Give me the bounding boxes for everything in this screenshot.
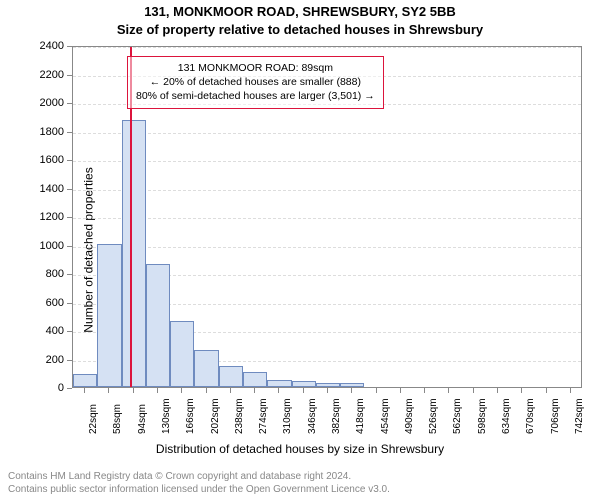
xtick-mark bbox=[84, 388, 85, 393]
xtick-label: 310sqm bbox=[282, 398, 293, 434]
annotation-line-3: 80% of semi-detached houses are larger (… bbox=[136, 89, 375, 103]
histogram-plot-area: 131 MONKMOOR ROAD: 89sqm← 20% of detache… bbox=[72, 46, 582, 388]
xtick-mark bbox=[570, 388, 571, 393]
x-axis-label: Distribution of detached houses by size … bbox=[0, 442, 600, 456]
annotation-line-2: ← 20% of detached houses are smaller (88… bbox=[136, 75, 375, 89]
xtick-label: 238sqm bbox=[234, 398, 245, 434]
xtick-mark bbox=[254, 388, 255, 393]
ytick-mark bbox=[67, 331, 72, 332]
chart-title-line2: Size of property relative to detached ho… bbox=[0, 22, 600, 37]
ytick-mark bbox=[67, 189, 72, 190]
histogram-bar bbox=[243, 372, 267, 387]
ytick-mark bbox=[67, 103, 72, 104]
xtick-label: 94sqm bbox=[137, 404, 148, 434]
ytick-label: 1200 bbox=[24, 211, 64, 223]
histogram-bar bbox=[170, 321, 194, 387]
xtick-label: 490sqm bbox=[404, 398, 415, 434]
ytick-label: 2400 bbox=[24, 40, 64, 52]
xtick-mark bbox=[376, 388, 377, 393]
chart-title-line1: 131, MONKMOOR ROAD, SHREWSBURY, SY2 5BB bbox=[0, 4, 600, 19]
histogram-bar bbox=[97, 244, 121, 387]
ytick-label: 1400 bbox=[24, 183, 64, 195]
xtick-label: 166sqm bbox=[185, 398, 196, 434]
histogram-bar bbox=[219, 366, 243, 387]
xtick-mark bbox=[230, 388, 231, 393]
ytick-label: 1600 bbox=[24, 154, 64, 166]
xtick-label: 454sqm bbox=[380, 398, 391, 434]
annotation-line-1: 131 MONKMOOR ROAD: 89sqm bbox=[136, 61, 375, 75]
xtick-mark bbox=[303, 388, 304, 393]
xtick-label: 418sqm bbox=[355, 398, 366, 434]
ytick-label: 800 bbox=[24, 268, 64, 280]
xtick-label: 742sqm bbox=[574, 398, 585, 434]
xtick-label: 22sqm bbox=[88, 404, 99, 434]
ytick-label: 200 bbox=[24, 354, 64, 366]
ytick-mark bbox=[67, 303, 72, 304]
annotation-box: 131 MONKMOOR ROAD: 89sqm← 20% of detache… bbox=[127, 56, 384, 109]
attribution-footer: Contains HM Land Registry data © Crown c… bbox=[8, 470, 390, 496]
footer-line1: Contains HM Land Registry data © Crown c… bbox=[8, 470, 390, 483]
xtick-mark bbox=[497, 388, 498, 393]
xtick-mark bbox=[473, 388, 474, 393]
ytick-mark bbox=[67, 217, 72, 218]
gridline-h bbox=[73, 133, 581, 134]
ytick-mark bbox=[67, 274, 72, 275]
xtick-mark bbox=[521, 388, 522, 393]
ytick-label: 2000 bbox=[24, 97, 64, 109]
histogram-bar bbox=[267, 380, 291, 387]
histogram-bar bbox=[122, 120, 146, 387]
ytick-mark bbox=[67, 246, 72, 247]
ytick-mark bbox=[67, 132, 72, 133]
xtick-mark bbox=[424, 388, 425, 393]
gridline-h bbox=[73, 161, 581, 162]
ytick-label: 600 bbox=[24, 297, 64, 309]
xtick-mark bbox=[351, 388, 352, 393]
xtick-mark bbox=[108, 388, 109, 393]
xtick-label: 346sqm bbox=[307, 398, 318, 434]
gridline-h bbox=[73, 47, 581, 48]
xtick-mark bbox=[278, 388, 279, 393]
xtick-mark bbox=[546, 388, 547, 393]
xtick-label: 130sqm bbox=[161, 398, 172, 434]
xtick-label: 382sqm bbox=[331, 398, 342, 434]
footer-line2: Contains public sector information licen… bbox=[8, 483, 390, 496]
ytick-label: 400 bbox=[24, 325, 64, 337]
gridline-h bbox=[73, 218, 581, 219]
xtick-mark bbox=[327, 388, 328, 393]
xtick-label: 706sqm bbox=[550, 398, 561, 434]
ytick-label: 1000 bbox=[24, 240, 64, 252]
ytick-label: 0 bbox=[24, 382, 64, 394]
histogram-bar bbox=[292, 381, 316, 387]
xtick-label: 202sqm bbox=[210, 398, 221, 434]
histogram-bar bbox=[316, 383, 340, 387]
ytick-mark bbox=[67, 360, 72, 361]
xtick-label: 562sqm bbox=[452, 398, 463, 434]
xtick-mark bbox=[181, 388, 182, 393]
xtick-label: 598sqm bbox=[477, 398, 488, 434]
ytick-mark bbox=[67, 160, 72, 161]
xtick-label: 58sqm bbox=[112, 404, 123, 434]
gridline-h bbox=[73, 190, 581, 191]
histogram-bar bbox=[194, 350, 218, 387]
ytick-label: 2200 bbox=[24, 69, 64, 81]
histogram-bar bbox=[146, 264, 170, 387]
xtick-mark bbox=[400, 388, 401, 393]
ytick-mark bbox=[67, 46, 72, 47]
xtick-label: 634sqm bbox=[501, 398, 512, 434]
gridline-h bbox=[73, 247, 581, 248]
ytick-label: 1800 bbox=[24, 126, 64, 138]
xtick-mark bbox=[448, 388, 449, 393]
xtick-mark bbox=[206, 388, 207, 393]
ytick-mark bbox=[67, 75, 72, 76]
ytick-mark bbox=[67, 388, 72, 389]
xtick-label: 670sqm bbox=[525, 398, 536, 434]
histogram-bar bbox=[340, 383, 364, 387]
xtick-label: 526sqm bbox=[428, 398, 439, 434]
histogram-bar bbox=[73, 374, 97, 387]
xtick-mark bbox=[157, 388, 158, 393]
xtick-mark bbox=[133, 388, 134, 393]
xtick-label: 274sqm bbox=[258, 398, 269, 434]
